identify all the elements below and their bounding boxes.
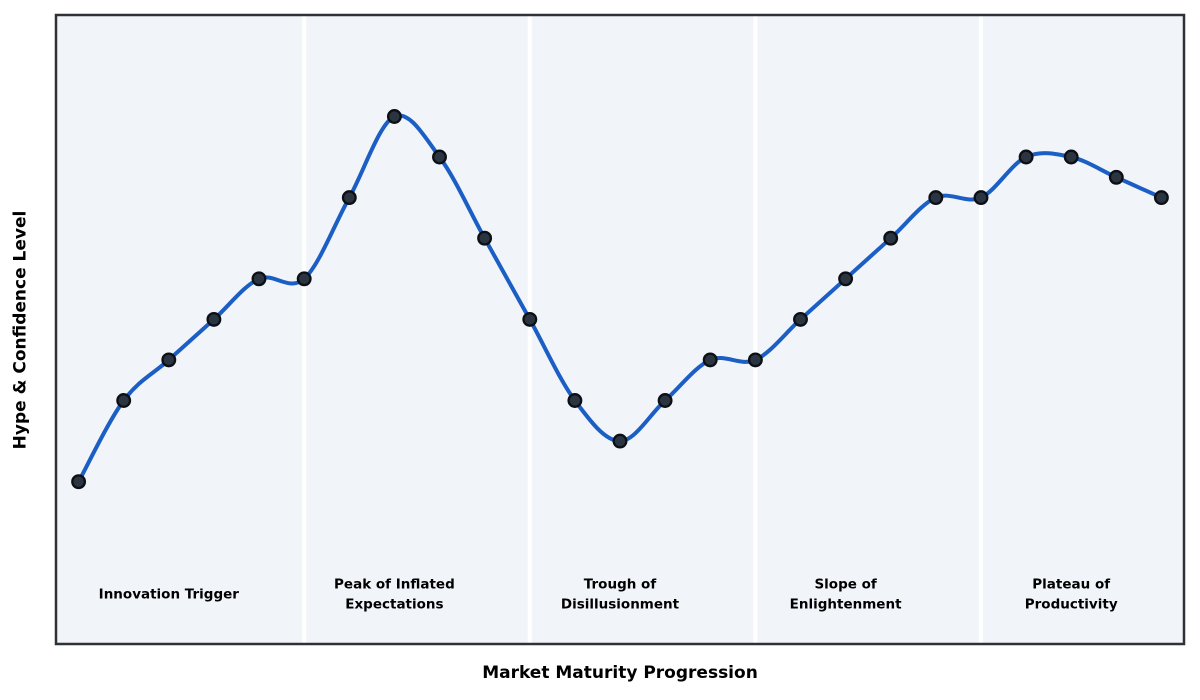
phase-label: Innovation Trigger xyxy=(99,586,240,602)
data-point xyxy=(477,230,493,246)
y-axis-label: Hype & Confidence Level xyxy=(10,210,31,450)
data-point xyxy=(838,271,854,287)
data-point xyxy=(1063,149,1079,165)
data-point xyxy=(567,393,583,408)
phase-label: Peak of Inflated Expectations xyxy=(334,576,455,612)
data-point xyxy=(702,352,718,368)
data-point xyxy=(883,230,899,246)
phase-label: Slope of Enlightenment xyxy=(790,576,902,612)
plot-background xyxy=(56,15,1184,644)
x-axis-label: Market Maturity Progression xyxy=(482,663,758,683)
data-point xyxy=(386,109,402,124)
data-point xyxy=(206,311,222,327)
data-point xyxy=(71,474,87,490)
data-point xyxy=(522,311,538,327)
data-point xyxy=(432,149,447,165)
data-point xyxy=(928,190,944,206)
plot-frame xyxy=(54,13,1186,646)
data-point xyxy=(1153,190,1169,206)
data-point xyxy=(973,190,989,206)
data-point xyxy=(1108,169,1124,185)
phase-label: Trough of Disillusionment xyxy=(561,576,680,612)
data-point xyxy=(612,433,628,449)
phase-label: Plateau of Productivity xyxy=(1025,576,1118,612)
data-point xyxy=(296,271,312,287)
data-point xyxy=(341,190,357,206)
data-point xyxy=(251,271,267,287)
data-point xyxy=(1018,149,1034,165)
data-point xyxy=(116,393,132,408)
data-point xyxy=(161,352,177,368)
data-point xyxy=(657,393,673,408)
data-point xyxy=(793,311,808,327)
data-point xyxy=(747,352,763,368)
